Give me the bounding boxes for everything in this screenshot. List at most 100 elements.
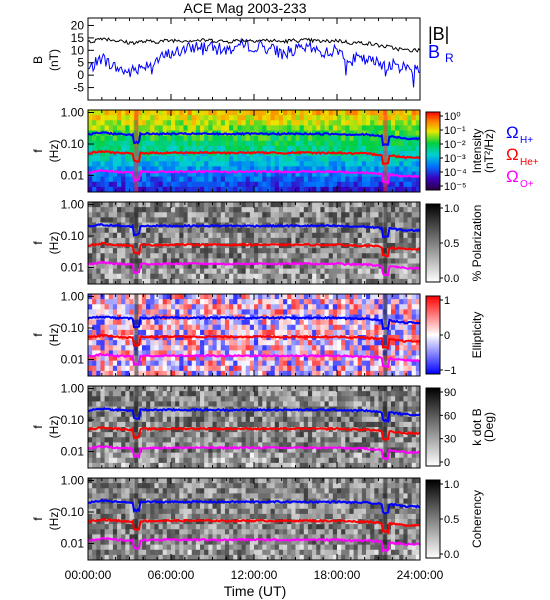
- spectrogram-cell: [399, 263, 404, 270]
- spectrogram-cell: [295, 360, 301, 367]
- spectrogram-cell: [200, 202, 205, 208]
- spectrogram-cell: [249, 319, 255, 326]
- spectrogram-cell: [349, 125, 354, 131]
- spectrogram-cell: [312, 340, 317, 346]
- spectrogram-cell: [399, 350, 404, 356]
- spectrogram-cell: [237, 304, 242, 310]
- spectrogram-cell: [104, 360, 110, 367]
- spectrogram-cell: [171, 212, 176, 218]
- spectrogram-cell: [278, 156, 284, 162]
- spectrogram-cell: [386, 181, 392, 188]
- spectrogram-cell: [195, 125, 201, 131]
- spectrogram-cell: [366, 355, 371, 362]
- spectrogram-cell: [370, 370, 375, 377]
- spectrogram-cell: [108, 243, 114, 249]
- spectrogram-cell: [175, 360, 180, 367]
- spectrogram-cell: [345, 171, 350, 178]
- spectrogram-cell: [195, 299, 201, 305]
- spectrogram-cell: [370, 181, 375, 188]
- spectrogram-cell: [415, 365, 421, 372]
- spectrogram-cell: [386, 350, 392, 356]
- spectrogram-cell: [100, 166, 105, 172]
- spectrogram-cell: [299, 447, 305, 454]
- spectrogram-cell: [200, 340, 205, 346]
- spectrogram-cell: [100, 340, 105, 346]
- spectrogram-cell: [129, 263, 135, 270]
- colorbar-tick-label: 0.5: [444, 238, 459, 250]
- spectrogram-cell: [353, 263, 359, 270]
- spectrogram-cell: [332, 176, 338, 183]
- spectrogram-cell: [121, 258, 126, 264]
- spectrogram-cell: [299, 110, 305, 116]
- spectrogram-cell: [303, 273, 309, 280]
- spectrogram-cell: [258, 151, 263, 157]
- spectrogram-cell: [129, 437, 135, 443]
- spectrogram-cell: [117, 345, 122, 351]
- spectrogram-cell: [224, 411, 230, 418]
- spectrogram-cell: [299, 273, 305, 280]
- spectrogram-cell: [332, 125, 338, 131]
- spectrogram-cell: [175, 156, 180, 162]
- spectrogram-cell: [121, 217, 126, 223]
- spectrogram-cell: [411, 166, 417, 172]
- spectrogram-cell: [92, 457, 97, 464]
- spectrogram-cell: [390, 360, 396, 367]
- spectrogram-cell: [121, 186, 126, 193]
- spectrogram-cell: [278, 299, 284, 305]
- spectrogram-cell: [411, 156, 417, 162]
- spectrogram-cell: [357, 202, 363, 208]
- spectrogram-cell: [108, 432, 114, 438]
- spectrogram-cell: [208, 161, 213, 167]
- spectrogram-cell: [299, 396, 305, 402]
- spectrogram-cell: [357, 355, 363, 362]
- spectrogram-cell: [204, 340, 209, 346]
- spectrogram-cell: [320, 166, 325, 172]
- spectrogram-cell: [357, 350, 363, 356]
- spectrogram-cell: [121, 370, 126, 377]
- spectrogram-cell: [332, 294, 338, 300]
- spectrogram-cell: [266, 110, 271, 116]
- spectrogram-cell: [146, 202, 151, 208]
- spectrogram-cell: [220, 166, 226, 172]
- spectrogram-cell: [241, 447, 247, 454]
- spectrogram-cell: [141, 253, 147, 259]
- spectrogram-cell: [353, 258, 359, 264]
- spectrogram-cell: [241, 212, 247, 218]
- spectrogram-cell: [166, 212, 172, 218]
- spectrogram-cell: [224, 299, 230, 305]
- spectrogram-cell: [332, 278, 338, 285]
- spectrogram-cell: [254, 140, 259, 147]
- gyrofrequency-line-h-plus: [87, 315, 421, 331]
- spectrogram-cell: [249, 181, 255, 188]
- spectrogram-cell: [312, 145, 317, 152]
- spectrogram-cell: [370, 120, 375, 126]
- spectrogram-cell: [241, 115, 247, 121]
- spectrogram-cell: [108, 227, 114, 234]
- spectrogram-cell: [295, 462, 301, 469]
- spectrogram-cell: [208, 273, 213, 280]
- spectrogram-cell: [254, 268, 259, 275]
- spectrogram-cell: [258, 176, 263, 183]
- spectrogram-cell: [366, 370, 371, 377]
- spectrogram-cell: [316, 360, 321, 367]
- spectrogram-cell: [287, 329, 292, 336]
- spectrogram-cell: [88, 120, 93, 126]
- spectrogram-cell: [162, 462, 168, 469]
- spectrogram-cell: [320, 140, 325, 147]
- spectrogram-cell: [291, 427, 296, 433]
- spectrogram-cell: [357, 319, 363, 326]
- spectrogram-cell: [307, 324, 313, 331]
- spectrogram-cell: [129, 202, 135, 208]
- spectrogram-cell: [179, 176, 184, 183]
- legend-b-r: B: [428, 42, 440, 62]
- spectrogram-cell: [274, 391, 280, 397]
- spectrogram-cell: [403, 207, 408, 213]
- spectrogram-cell: [415, 110, 421, 116]
- spectrogram-cell: [370, 156, 375, 162]
- spectrogram-cell: [295, 135, 301, 142]
- spectrogram-cell: [191, 386, 197, 392]
- spectrogram-cell: [224, 212, 230, 218]
- spectrogram-cell: [216, 329, 222, 336]
- spectrogram-cell: [270, 365, 276, 372]
- spectrogram-cell: [112, 207, 118, 213]
